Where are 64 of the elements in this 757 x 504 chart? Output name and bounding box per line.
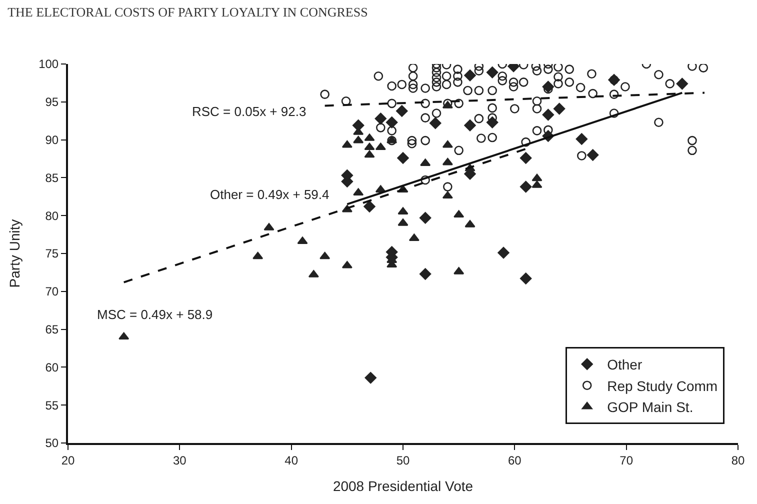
legend-label: Rep Study Comm (607, 378, 718, 394)
annotation: RSC = 0.05x + 92.3 (192, 104, 306, 119)
point (353, 188, 364, 196)
point (396, 105, 408, 117)
y-tick-label: 90 (45, 133, 59, 147)
y-tick-label: 80 (45, 208, 59, 223)
y-tick-label: 50 (45, 436, 59, 450)
annotation: Other = 0.49x + 59.4 (210, 187, 330, 202)
point (576, 133, 588, 145)
point (464, 120, 476, 132)
point (342, 140, 352, 148)
y-tick-label: 100 (38, 57, 59, 72)
point (442, 140, 453, 148)
y-tick-label: 55 (45, 398, 59, 412)
point (520, 272, 532, 284)
point (364, 200, 376, 212)
point (586, 149, 599, 161)
point (419, 268, 432, 280)
y-tick-label: 95 (45, 95, 59, 110)
point (442, 191, 453, 199)
point (364, 142, 375, 150)
y-tick-label: 70 (45, 284, 59, 299)
point (498, 246, 510, 259)
chart-title: THE ELECTORAL COSTS OF PARTY LOYALTY IN CONGRESS (8, 4, 368, 20)
point (252, 252, 264, 260)
point (342, 260, 352, 268)
point (430, 117, 442, 129)
legend-label: Other (607, 356, 642, 373)
x-tick-label: 80 (731, 453, 745, 468)
point (532, 174, 542, 182)
x-tick-label: 30 (172, 453, 187, 468)
y-tick-label: 65 (45, 322, 59, 336)
point (442, 158, 453, 166)
point (419, 212, 432, 224)
x-axis-title: 2008 Presidential Vote (332, 478, 474, 494)
point (520, 152, 532, 164)
point (374, 112, 387, 124)
point (397, 152, 409, 164)
point (486, 66, 498, 78)
point (520, 180, 532, 193)
x-tick-label: 60 (508, 453, 522, 468)
legend-label: GOP Main St. (607, 399, 694, 416)
point (353, 136, 364, 144)
annotation: MSC = 0.49x + 58.9 (97, 307, 213, 322)
x-tick-label: 40 (284, 453, 298, 468)
point (364, 150, 375, 158)
point (364, 372, 376, 384)
point (118, 332, 130, 340)
y-axis-title: Party Unity (6, 219, 23, 288)
point (542, 108, 554, 121)
point (553, 102, 566, 115)
y-tick-label: 75 (45, 246, 59, 261)
point (464, 70, 476, 82)
y-tick-label: 60 (45, 360, 59, 374)
x-tick-label: 20 (61, 453, 75, 468)
point (297, 236, 308, 244)
point (676, 78, 688, 90)
point (375, 142, 386, 150)
x-tick-label: 50 (396, 453, 410, 468)
point (352, 120, 364, 132)
point (320, 252, 330, 260)
point (386, 116, 398, 128)
y-tick-label: 85 (45, 170, 59, 185)
x-tick-label: 70 (620, 453, 634, 468)
